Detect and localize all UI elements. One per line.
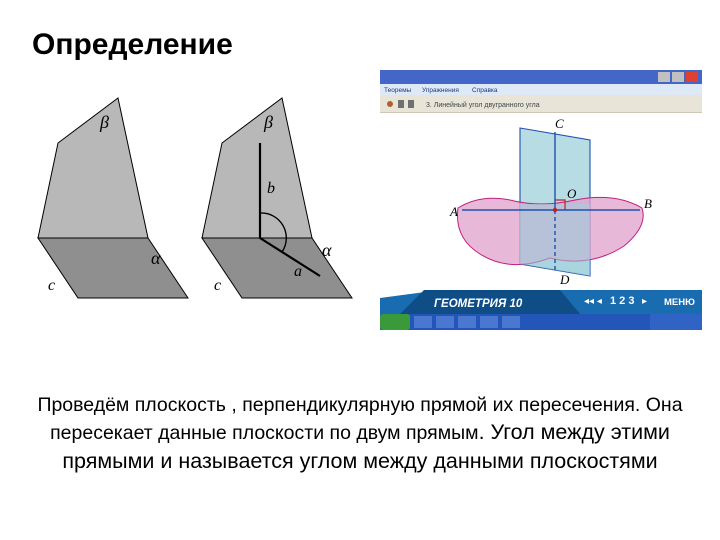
label-A: A [449, 204, 458, 219]
window-titlebar [380, 70, 702, 84]
slide-title: Определение [32, 28, 233, 62]
right-diagram-window: Теоремы Упражнения Справка 3. Линейный у… [380, 70, 702, 330]
label-B: B [644, 196, 652, 211]
nav-pages[interactable]: 1 2 3 [610, 295, 634, 307]
body-line-2a: пересекает данные плоскости по двум прям… [50, 422, 478, 444]
maximize-icon[interactable] [672, 72, 684, 82]
toolbar-breadcrumb: 3. Линейный угол двугранного угла [426, 101, 540, 109]
label-O: O [567, 186, 577, 201]
close-icon[interactable] [686, 72, 698, 82]
left-diagram: β α c β α b a c [20, 70, 360, 330]
label-D: D [559, 272, 570, 287]
minimize-icon[interactable] [658, 72, 670, 82]
nav-menu[interactable]: МЕНЮ [664, 297, 695, 308]
label-beta-1: β [99, 112, 109, 132]
figures-row: β α c β α b a c [0, 70, 720, 370]
menu-item-3[interactable]: Справка [472, 87, 498, 94]
label-C: C [555, 116, 564, 131]
label-b: b [267, 180, 275, 197]
label-beta-2: β [263, 112, 273, 132]
menu-item-2[interactable]: Упражнения [422, 87, 459, 94]
body-line-2b: . [479, 420, 491, 444]
menu-item-1[interactable]: Теоремы [384, 87, 412, 94]
label-c-2: c [214, 277, 221, 294]
nav-next-icon[interactable]: ▸ [642, 296, 647, 307]
label-alpha-1: α [151, 248, 161, 268]
nav-prev-icon[interactable]: ◂◂ ◂ [584, 296, 602, 307]
label-alpha-2: α [322, 240, 332, 260]
nav-label: ГЕОМЕТРИЯ 10 [434, 298, 523, 310]
start-button[interactable] [380, 314, 410, 330]
body-line-1: Проведём плоскость , перпендикулярную пр… [37, 394, 682, 416]
label-a: a [294, 263, 302, 280]
nav-bar: ГЕОМЕТРИЯ 10 ◂◂ ◂ 1 2 3 ▸ МЕНЮ [380, 290, 702, 314]
system-tray[interactable] [650, 314, 702, 330]
body-text: Проведём плоскость , перпендикулярную пр… [24, 392, 696, 476]
label-c-1: c [48, 277, 55, 294]
